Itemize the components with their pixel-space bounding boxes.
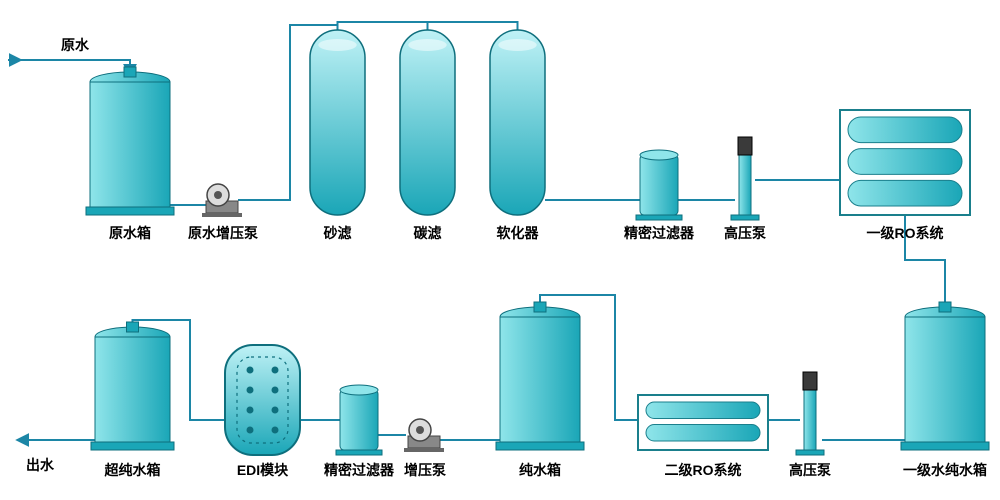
label-hp_pump: 高压泵 <box>724 225 766 241</box>
label-ro2: 二级RO系统 <box>665 462 742 478</box>
label-raw_tank: 原水箱 <box>109 225 151 241</box>
water-treatment-flowchart: 原水出水原水箱原水增压泵砂滤碳滤软化器精密过滤器高压泵一级RO系统一级水纯水箱高… <box>0 0 1000 500</box>
edi-module <box>225 345 300 455</box>
label-sand: 砂滤 <box>323 225 352 241</box>
label-out_water: 出水 <box>26 457 55 473</box>
label-edi: EDI模块 <box>237 462 289 478</box>
tank <box>496 302 584 450</box>
label-raw_pump: 原水增压泵 <box>188 225 258 241</box>
precision-filter <box>336 385 382 455</box>
tank <box>901 302 989 450</box>
label-hp_pump2: 高压泵 <box>789 462 831 478</box>
filter-vessel <box>400 30 455 215</box>
label-ultra_tank: 超纯水箱 <box>104 462 161 478</box>
filter-vessel <box>490 30 545 215</box>
label-boost_pump: 增压泵 <box>404 462 446 478</box>
label-carbon: 碳滤 <box>414 225 442 241</box>
label-pure_tank1: 一级水纯水箱 <box>903 462 987 478</box>
tank <box>86 67 174 215</box>
label-raw_water: 原水 <box>61 37 90 53</box>
precision-filter <box>636 150 682 220</box>
ro-system <box>638 395 768 450</box>
hp-pump <box>731 137 759 220</box>
label-pure_tank: 纯水箱 <box>519 462 561 478</box>
hp-pump <box>796 372 824 455</box>
pump <box>404 419 444 452</box>
pump <box>202 184 242 217</box>
label-soft: 软化器 <box>497 225 540 241</box>
label-precision2: 精密过滤器 <box>324 462 395 478</box>
filter-vessel <box>310 30 365 215</box>
tank <box>91 322 174 450</box>
ro-system <box>840 110 970 215</box>
label-precision: 精密过滤器 <box>624 225 695 241</box>
label-ro1: 一级RO系统 <box>867 225 944 241</box>
